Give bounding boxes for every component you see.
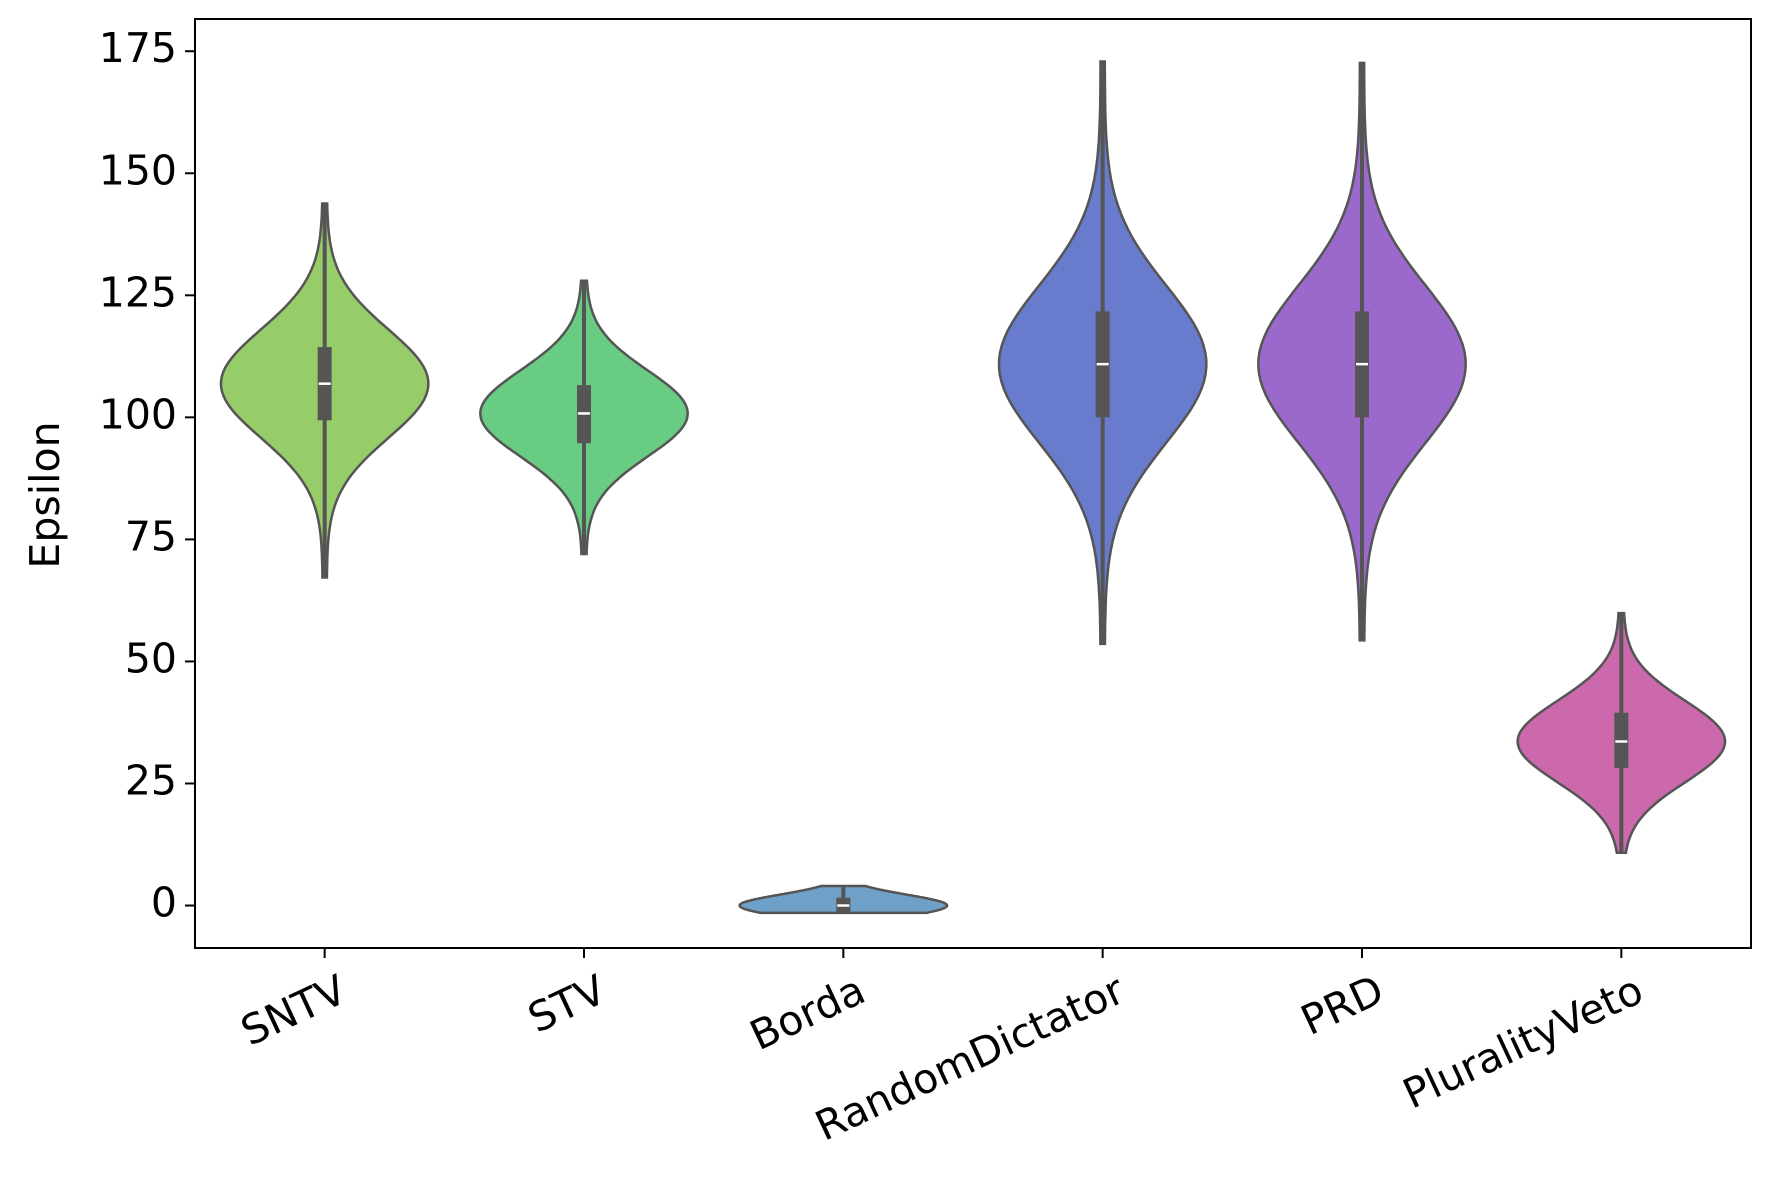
x-tick-label: PRD [1294, 966, 1391, 1045]
y-tick-label: 175 [99, 24, 177, 72]
x-tick-label: Borda [743, 966, 872, 1060]
y-axis-label: Epsilon [21, 421, 69, 568]
y-tick-label: 100 [99, 390, 177, 438]
y-tick-label: 150 [99, 146, 177, 194]
y-tick-label: 25 [125, 756, 177, 804]
y-tick-label: 0 [151, 879, 177, 927]
y-tick-label: 50 [125, 634, 177, 682]
y-tick-label: 75 [125, 512, 177, 560]
y-tick-label: 125 [99, 268, 177, 316]
x-tick-label: SNTV [234, 966, 354, 1056]
plot-frame [194, 18, 1752, 949]
x-tick-label: STV [521, 966, 613, 1043]
x-tick-label: PluralityVeto [1396, 966, 1651, 1119]
